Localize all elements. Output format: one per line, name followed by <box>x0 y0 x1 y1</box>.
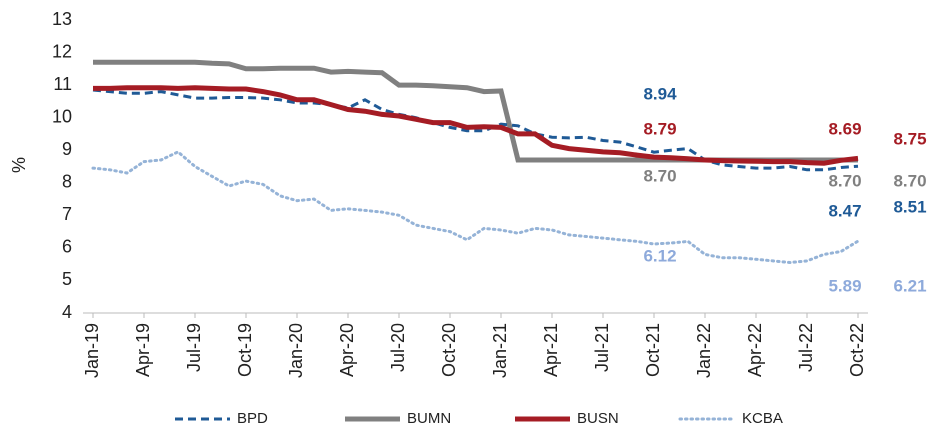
series-line <box>93 85 859 166</box>
data-label: 8.70 <box>828 171 861 190</box>
x-tick-label: Jan-20 <box>286 323 306 378</box>
x-tick-label: Apr-21 <box>541 323 561 377</box>
data-label: 8.75 <box>893 129 926 148</box>
y-tick-label: 4 <box>62 302 72 322</box>
x-tick-label: Jul-22 <box>796 323 816 372</box>
y-tick-label: 10 <box>52 106 72 126</box>
data-label: 8.69 <box>828 119 861 138</box>
data-label: 6.12 <box>643 246 676 265</box>
y-tick-label: 6 <box>62 237 72 257</box>
x-tick-label: Oct-22 <box>847 323 867 377</box>
x-tick-label: Oct-19 <box>235 323 255 377</box>
legend-label: KCBA <box>742 410 783 427</box>
series-line <box>93 59 858 163</box>
y-tick-label: 12 <box>52 41 72 61</box>
y-tick-label: 7 <box>62 204 72 224</box>
legend-label: BUMN <box>407 410 451 427</box>
legend-label: BPD <box>237 410 268 427</box>
x-tick-label: Jul-20 <box>388 323 408 372</box>
x-tick-label: Jul-21 <box>592 323 612 372</box>
y-axis-label: % <box>9 157 29 173</box>
data-label: 8.79 <box>643 119 676 138</box>
data-label: 8.70 <box>893 171 926 190</box>
data-label: 8.47 <box>828 201 861 220</box>
y-tick-label: 11 <box>53 74 72 94</box>
x-tick-label: Jul-19 <box>184 323 204 372</box>
x-tick-label: Apr-22 <box>745 323 765 377</box>
x-tick-label: Jan-21 <box>490 323 510 378</box>
y-tick-label: 13 <box>52 9 72 29</box>
data-label: 6.21 <box>893 276 926 295</box>
data-label: 5.89 <box>828 276 861 295</box>
x-tick-label: Oct-20 <box>439 323 459 377</box>
x-tick-label: Jan-22 <box>694 323 714 378</box>
x-tick-label: Apr-19 <box>133 323 153 377</box>
y-tick-label: 8 <box>62 172 72 192</box>
x-tick-label: Apr-20 <box>337 323 357 377</box>
y-tick-label: 5 <box>62 269 72 289</box>
series-line <box>92 88 859 172</box>
x-tick-label: Jan-19 <box>82 323 102 378</box>
data-label: 8.70 <box>643 166 676 185</box>
series-line <box>91 150 860 265</box>
x-tick-label: Oct-21 <box>643 323 663 377</box>
legend-label: BUSN <box>577 410 619 427</box>
data-label: 8.51 <box>893 197 926 216</box>
data-label: 8.94 <box>643 84 677 103</box>
y-tick-label: 9 <box>62 139 72 159</box>
